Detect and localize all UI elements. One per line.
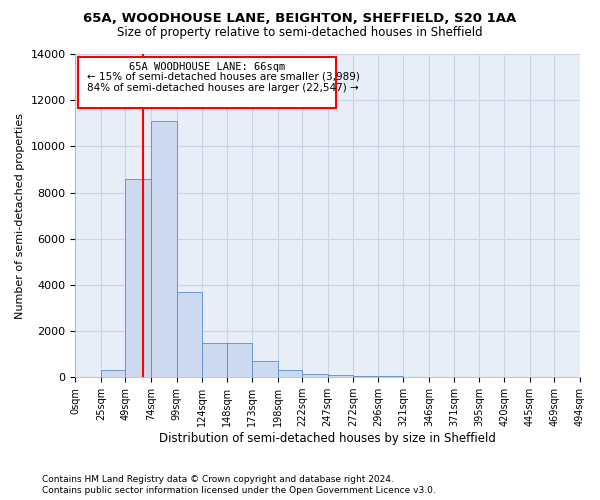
Bar: [151, 121, 176, 377]
Text: 65A, WOODHOUSE LANE, BEIGHTON, SHEFFIELD, S20 1AA: 65A, WOODHOUSE LANE, BEIGHTON, SHEFFIELD…: [83, 12, 517, 26]
Bar: [328, 375, 353, 377]
Bar: [252, 361, 278, 377]
Bar: [125, 178, 151, 377]
Bar: [101, 370, 125, 377]
Bar: [202, 342, 227, 377]
Bar: [79, 58, 336, 108]
Text: Contains HM Land Registry data © Crown copyright and database right 2024.: Contains HM Land Registry data © Crown c…: [42, 475, 394, 484]
Text: ← 15% of semi-detached houses are smaller (3,989): ← 15% of semi-detached houses are smalle…: [86, 72, 359, 82]
Y-axis label: Number of semi-detached properties: Number of semi-detached properties: [15, 112, 25, 318]
Bar: [176, 292, 202, 377]
Bar: [378, 376, 403, 377]
Text: 84% of semi-detached houses are larger (22,547) →: 84% of semi-detached houses are larger (…: [86, 84, 358, 94]
Bar: [302, 374, 328, 377]
Bar: [227, 342, 252, 377]
Bar: [278, 370, 302, 377]
Text: Contains public sector information licensed under the Open Government Licence v3: Contains public sector information licen…: [42, 486, 436, 495]
Bar: [353, 376, 378, 377]
Text: Size of property relative to semi-detached houses in Sheffield: Size of property relative to semi-detach…: [117, 26, 483, 39]
Text: 65A WOODHOUSE LANE: 66sqm: 65A WOODHOUSE LANE: 66sqm: [129, 62, 285, 72]
X-axis label: Distribution of semi-detached houses by size in Sheffield: Distribution of semi-detached houses by …: [159, 432, 496, 445]
